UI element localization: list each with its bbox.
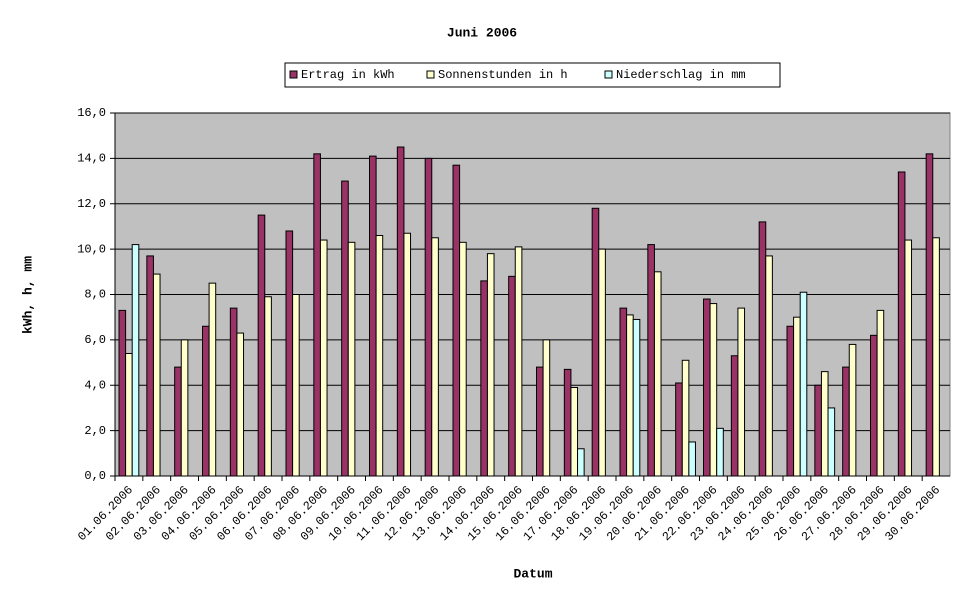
y-axis-label: kWh, h, mm bbox=[20, 256, 35, 334]
legend-box bbox=[284, 62, 781, 88]
bar bbox=[730, 355, 739, 477]
bar bbox=[842, 366, 850, 477]
bar bbox=[542, 339, 551, 477]
bar bbox=[486, 253, 495, 477]
bar bbox=[598, 248, 606, 477]
bar bbox=[375, 235, 384, 477]
legend-label: Sonnenstunden in h bbox=[438, 68, 568, 82]
bar bbox=[814, 384, 822, 477]
y-tick-label: 6,0 bbox=[84, 333, 106, 347]
bar bbox=[341, 180, 349, 477]
y-tick-label: 10,0 bbox=[77, 242, 106, 256]
bar bbox=[570, 387, 579, 477]
bar bbox=[681, 359, 690, 477]
bar bbox=[180, 339, 189, 477]
bar bbox=[514, 246, 523, 477]
bar bbox=[765, 255, 773, 477]
bar bbox=[619, 307, 628, 477]
bar bbox=[208, 282, 217, 477]
bar bbox=[793, 316, 801, 477]
y-tick-label: 8,0 bbox=[84, 288, 106, 302]
bar bbox=[459, 241, 467, 477]
bar bbox=[563, 368, 572, 477]
bar bbox=[848, 343, 857, 477]
bar bbox=[229, 307, 238, 477]
bar bbox=[703, 298, 711, 477]
y-tick-label: 12,0 bbox=[77, 197, 106, 211]
bar bbox=[786, 325, 795, 477]
bar bbox=[758, 221, 767, 477]
bar bbox=[709, 303, 718, 477]
bar bbox=[125, 352, 133, 477]
legend-label: Niederschlag in mm bbox=[616, 68, 746, 82]
bar bbox=[152, 273, 161, 477]
bar bbox=[904, 239, 913, 477]
bar bbox=[285, 230, 294, 477]
bar bbox=[591, 207, 600, 477]
y-tick-label: 2,0 bbox=[84, 424, 106, 438]
bar bbox=[257, 214, 266, 477]
legend-label: Ertrag in kWh bbox=[301, 68, 395, 82]
legend-swatch bbox=[604, 70, 613, 79]
bar bbox=[737, 307, 746, 477]
bar bbox=[577, 448, 585, 477]
bar bbox=[118, 309, 127, 477]
bar bbox=[174, 366, 182, 477]
bar bbox=[932, 237, 940, 477]
bar bbox=[536, 366, 544, 477]
bar bbox=[626, 314, 634, 477]
bar bbox=[236, 332, 245, 477]
bar bbox=[799, 291, 808, 477]
bar bbox=[870, 334, 878, 477]
bar bbox=[424, 157, 433, 477]
bar bbox=[632, 318, 641, 477]
bar bbox=[319, 239, 328, 477]
y-tick-label: 0,0 bbox=[84, 469, 106, 483]
bar bbox=[347, 241, 356, 477]
bar bbox=[716, 427, 724, 477]
bar bbox=[647, 244, 655, 477]
chart-title: Juni 2006 bbox=[447, 25, 517, 40]
bar bbox=[131, 244, 140, 477]
y-tick-label: 16,0 bbox=[77, 106, 106, 120]
bar bbox=[480, 280, 488, 477]
legend-swatch bbox=[426, 70, 435, 79]
bar bbox=[403, 232, 412, 477]
bar bbox=[202, 325, 210, 477]
bar bbox=[313, 153, 321, 477]
bar bbox=[369, 155, 377, 477]
bar bbox=[508, 275, 516, 477]
bar bbox=[688, 441, 696, 477]
y-tick-label: 14,0 bbox=[77, 152, 106, 166]
bar bbox=[675, 382, 683, 477]
bar bbox=[292, 294, 300, 477]
bar bbox=[396, 146, 405, 477]
bar bbox=[452, 164, 461, 477]
bar bbox=[264, 296, 272, 477]
y-tick-label: 4,0 bbox=[84, 378, 106, 392]
bar bbox=[431, 237, 439, 477]
legend-swatch bbox=[289, 70, 298, 79]
bar bbox=[146, 255, 154, 477]
x-axis-label: Datum bbox=[513, 566, 552, 581]
bar bbox=[820, 371, 829, 477]
bar bbox=[653, 271, 662, 477]
bar bbox=[827, 407, 836, 477]
bar bbox=[925, 153, 934, 477]
bar bbox=[876, 309, 885, 477]
bar bbox=[897, 171, 906, 477]
